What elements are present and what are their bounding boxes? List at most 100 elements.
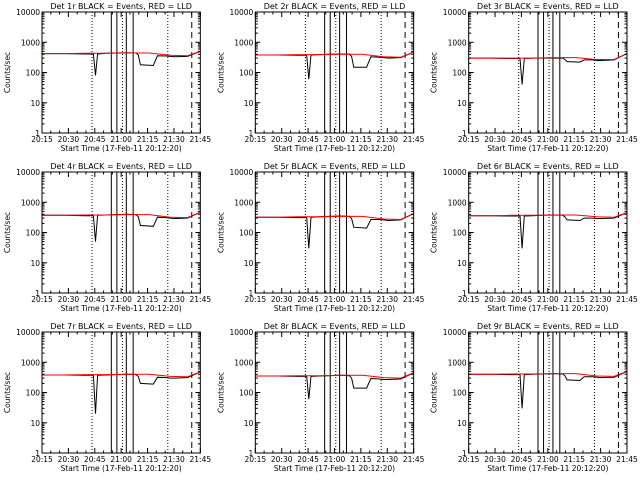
y-tick-label: 100 [239,69,254,78]
x-tick-label: 21:30 [163,295,185,304]
x-tick-label: 21:00 [110,455,132,464]
y-tick-label: 1000 [448,38,467,47]
marker-lines [304,172,406,293]
y-tick-label: 10000 [16,328,40,337]
series-line-lld [255,50,414,58]
y-axis-label: Counts/sec [216,372,225,413]
x-tick-label: 20:45 [84,295,106,304]
y-tick-label: 10 [30,419,40,428]
panel-title: Det 1r BLACK = Events, RED = LLD [50,2,192,11]
y-tick-label: 1000 [21,358,40,367]
marker-lines [518,332,619,453]
panel-title: Det 5r BLACK = Events, RED = LLD [264,162,406,171]
y-axis-label: Counts/sec [430,212,439,253]
y-tick-label: 10 [244,259,254,268]
panel-title: Det 4r BLACK = Events, RED = LLD [50,162,192,171]
x-tick-label: 21:30 [163,135,185,144]
detector-panel-3: 1 10 100 1000 10000 20:15 20:30 20:45 21:00 21:15… [430,2,638,153]
series-group [42,370,201,414]
x-tick-label: 20:15 [245,135,267,144]
x-tick-label: 21:15 [563,135,585,144]
x-tick-label: 20:45 [511,295,533,304]
y-tick-label: 10 [457,99,467,108]
x-tick-label: 20:45 [297,455,319,464]
y-tick-label: 1 [249,449,254,458]
x-tick-label: 21:00 [324,135,346,144]
y-axis-label: Counts/sec [430,52,439,93]
detector-panel-8: 1 10 100 1000 10000 20:15 20:30 20:45 21:00 21:15… [216,322,425,473]
x-tick-label: 21:30 [590,455,612,464]
y-tick-label: 1 [35,129,40,138]
x-axis-label: Start Time (17-Feb-11 20:12:20) [274,144,395,153]
y-tick-label: 10 [457,259,467,268]
x-tick-label: 21:30 [376,135,398,144]
series-group [468,370,627,409]
series-line-events [255,371,414,400]
x-axis-label: Start Time (17-Feb-11 20:12:20) [274,464,395,473]
y-tick-label: 10000 [16,8,40,17]
y-tick-label: 1000 [448,358,467,367]
y-tick-label: 100 [452,69,467,78]
marker-lines [518,12,619,133]
x-tick-label: 20:15 [31,135,53,144]
y-tick-label: 10 [30,99,40,108]
y-tick-label: 1000 [448,198,467,207]
x-tick-label: 21:45 [403,135,425,144]
x-tick-label: 21:00 [110,295,132,304]
x-tick-label: 21:30 [163,455,185,464]
y-tick-label: 10000 [229,328,253,337]
y-axis-label: Counts/sec [3,372,12,413]
x-tick-label: 21:45 [190,455,212,464]
series-line-lld [42,370,201,378]
y-tick-label: 10 [30,259,40,268]
x-tick-label: 21:30 [590,135,612,144]
y-tick-label: 10000 [229,168,253,177]
y-tick-label: 1000 [234,38,253,47]
x-axis-label: Start Time (17-Feb-11 20:12:20) [487,304,608,313]
x-tick-label: 21:30 [376,295,398,304]
series-group [42,50,201,76]
x-tick-label: 21:45 [403,455,425,464]
axes-frame [254,171,415,294]
panel-title: Det 3r BLACK = Events, RED = LLD [477,2,619,11]
panel-title: Det 7r BLACK = Events, RED = LLD [50,322,192,331]
x-tick-label: 21:45 [190,295,212,304]
y-tick-label: 1 [249,289,254,298]
series-group [468,211,627,249]
panel-title: Det 6r BLACK = Events, RED = LLD [477,162,619,171]
detector-panel-6: 1 10 100 1000 10000 20:15 20:30 20:45 21:00 21:15… [430,162,638,313]
y-tick-label: 100 [452,229,467,238]
x-tick-label: 20:15 [458,455,480,464]
y-tick-label: 1 [35,449,40,458]
series-line-lld [468,211,627,218]
x-tick-label: 20:15 [245,455,267,464]
detector-panel-7: 1 10 100 1000 10000 20:15 20:30 20:45 21:00 21:15… [3,322,212,473]
detector-panel-9: 1 10 100 1000 10000 20:15 20:30 20:45 21:00 21:15… [430,322,638,473]
x-tick-label: 21:45 [616,135,638,144]
y-tick-label: 10000 [443,168,467,177]
detector-panel-2: 1 10 100 1000 10000 20:15 20:30 20:45 21:00 21:15… [216,2,425,153]
x-axis-label: Start Time (17-Feb-11 20:12:20) [274,304,395,313]
y-tick-label: 100 [26,389,41,398]
y-tick-label: 1 [35,289,40,298]
y-tick-label: 10 [244,419,254,428]
y-axis-label: Counts/sec [216,52,225,93]
x-tick-label: 21:00 [324,295,346,304]
x-tick-label: 21:15 [137,295,159,304]
y-tick-label: 10 [244,99,254,108]
x-tick-label: 20:45 [297,135,319,144]
x-tick-label: 21:15 [563,455,585,464]
series-line-lld [42,50,201,57]
x-tick-label: 21:15 [350,135,372,144]
y-tick-label: 1 [249,129,254,138]
marker-lines [91,172,193,293]
series-group [255,50,414,80]
x-tick-label: 20:45 [511,135,533,144]
y-tick-label: 10000 [443,8,467,17]
panel-title: Det 2r BLACK = Events, RED = LLD [264,2,406,11]
x-tick-label: 21:15 [350,455,372,464]
series-line-lld [42,211,201,219]
axes-frame [254,11,415,134]
x-tick-label: 20:30 [271,455,293,464]
